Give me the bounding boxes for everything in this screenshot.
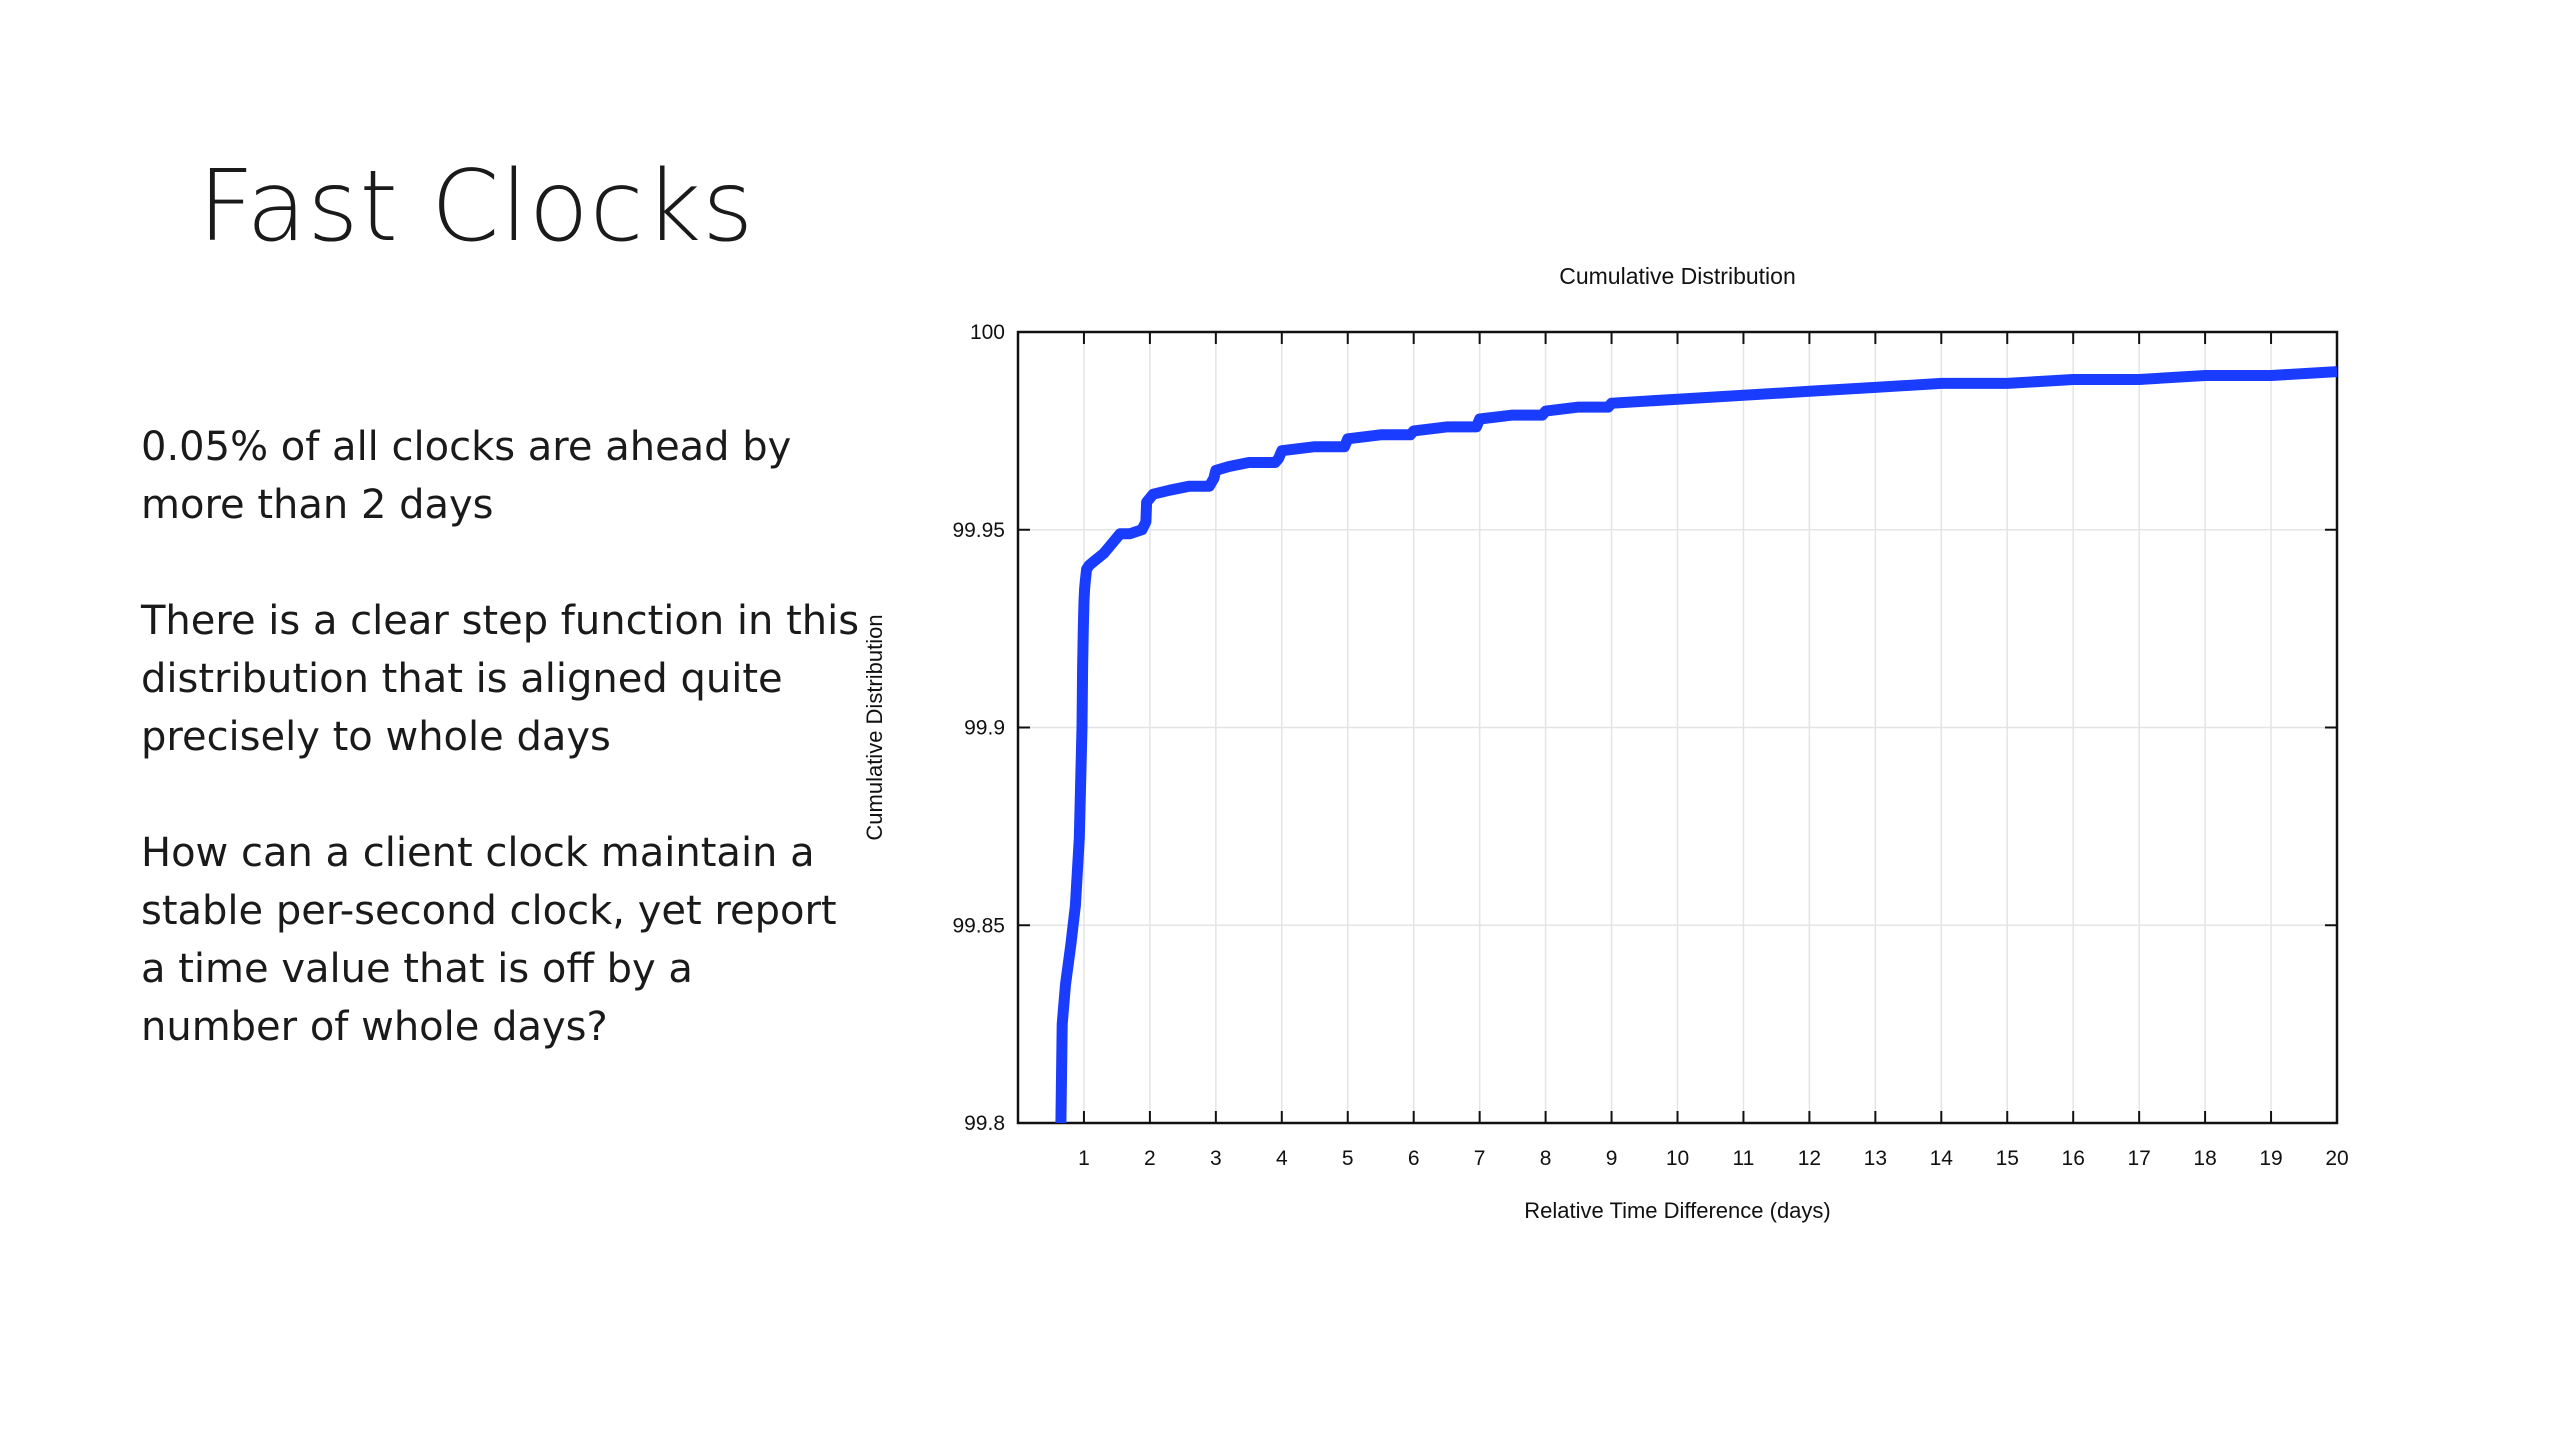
cdf-series-line xyxy=(1055,366,2338,1124)
x-tick-label: 11 xyxy=(1733,1147,1755,1170)
x-tick-label: 9 xyxy=(1606,1147,1618,1170)
x-tick-label: 7 xyxy=(1474,1147,1486,1170)
x-tick-label: 1 xyxy=(1078,1147,1090,1170)
x-tick-label: 14 xyxy=(1930,1147,1954,1170)
x-tick-label: 13 xyxy=(1864,1147,1887,1170)
paragraph-clocks-ahead: 0.05% of all clocks are ahead by more th… xyxy=(141,424,792,528)
paragraph-step-function: There is a clear step function in this d… xyxy=(141,598,860,760)
x-tick-label: 3 xyxy=(1210,1147,1222,1170)
x-tick-label: 8 xyxy=(1540,1147,1552,1170)
x-tick-label: 5 xyxy=(1342,1147,1354,1170)
x-tick-label: 6 xyxy=(1408,1147,1420,1170)
slide-body: 0.05% of all clocks are ahead by more th… xyxy=(141,418,861,1114)
x-tick-label: 10 xyxy=(1666,1147,1689,1170)
chart-title: Cumulative Distribution xyxy=(1559,263,1795,289)
y-axis-title: Cumulative Distribution xyxy=(862,614,887,840)
x-tick-label: 15 xyxy=(1996,1147,2019,1170)
x-tick-label: 16 xyxy=(2062,1147,2085,1170)
y-tick-label: 99.8 xyxy=(964,1112,1005,1135)
y-tick-label: 99.85 xyxy=(952,914,1005,937)
axis-ticks: 1 2 3 4 5 6 7 8 9 10 11 12 13 14 15 16 17 18 19 2099.899.85… xyxy=(952,321,2348,1170)
x-tick-label: 12 xyxy=(1798,1147,1821,1170)
y-tick-label: 100 xyxy=(970,321,1005,344)
grid-lines xyxy=(1018,331,2338,1124)
paragraph-question: How can a client clock maintain a stable… xyxy=(141,830,837,1050)
x-tick-label: 19 xyxy=(2259,1147,2282,1170)
y-tick-label: 99.95 xyxy=(952,519,1005,542)
x-axis-title: Relative Time Difference (days) xyxy=(1524,1198,1831,1223)
x-tick-label: 20 xyxy=(2325,1147,2348,1170)
x-tick-label: 18 xyxy=(2193,1147,2216,1170)
x-tick-label: 4 xyxy=(1276,1147,1288,1170)
slide-title: Fast Clocks xyxy=(198,150,755,264)
y-tick-label: 99.9 xyxy=(964,717,1005,740)
x-tick-label: 17 xyxy=(2127,1147,2150,1170)
x-tick-label: 2 xyxy=(1144,1147,1156,1170)
